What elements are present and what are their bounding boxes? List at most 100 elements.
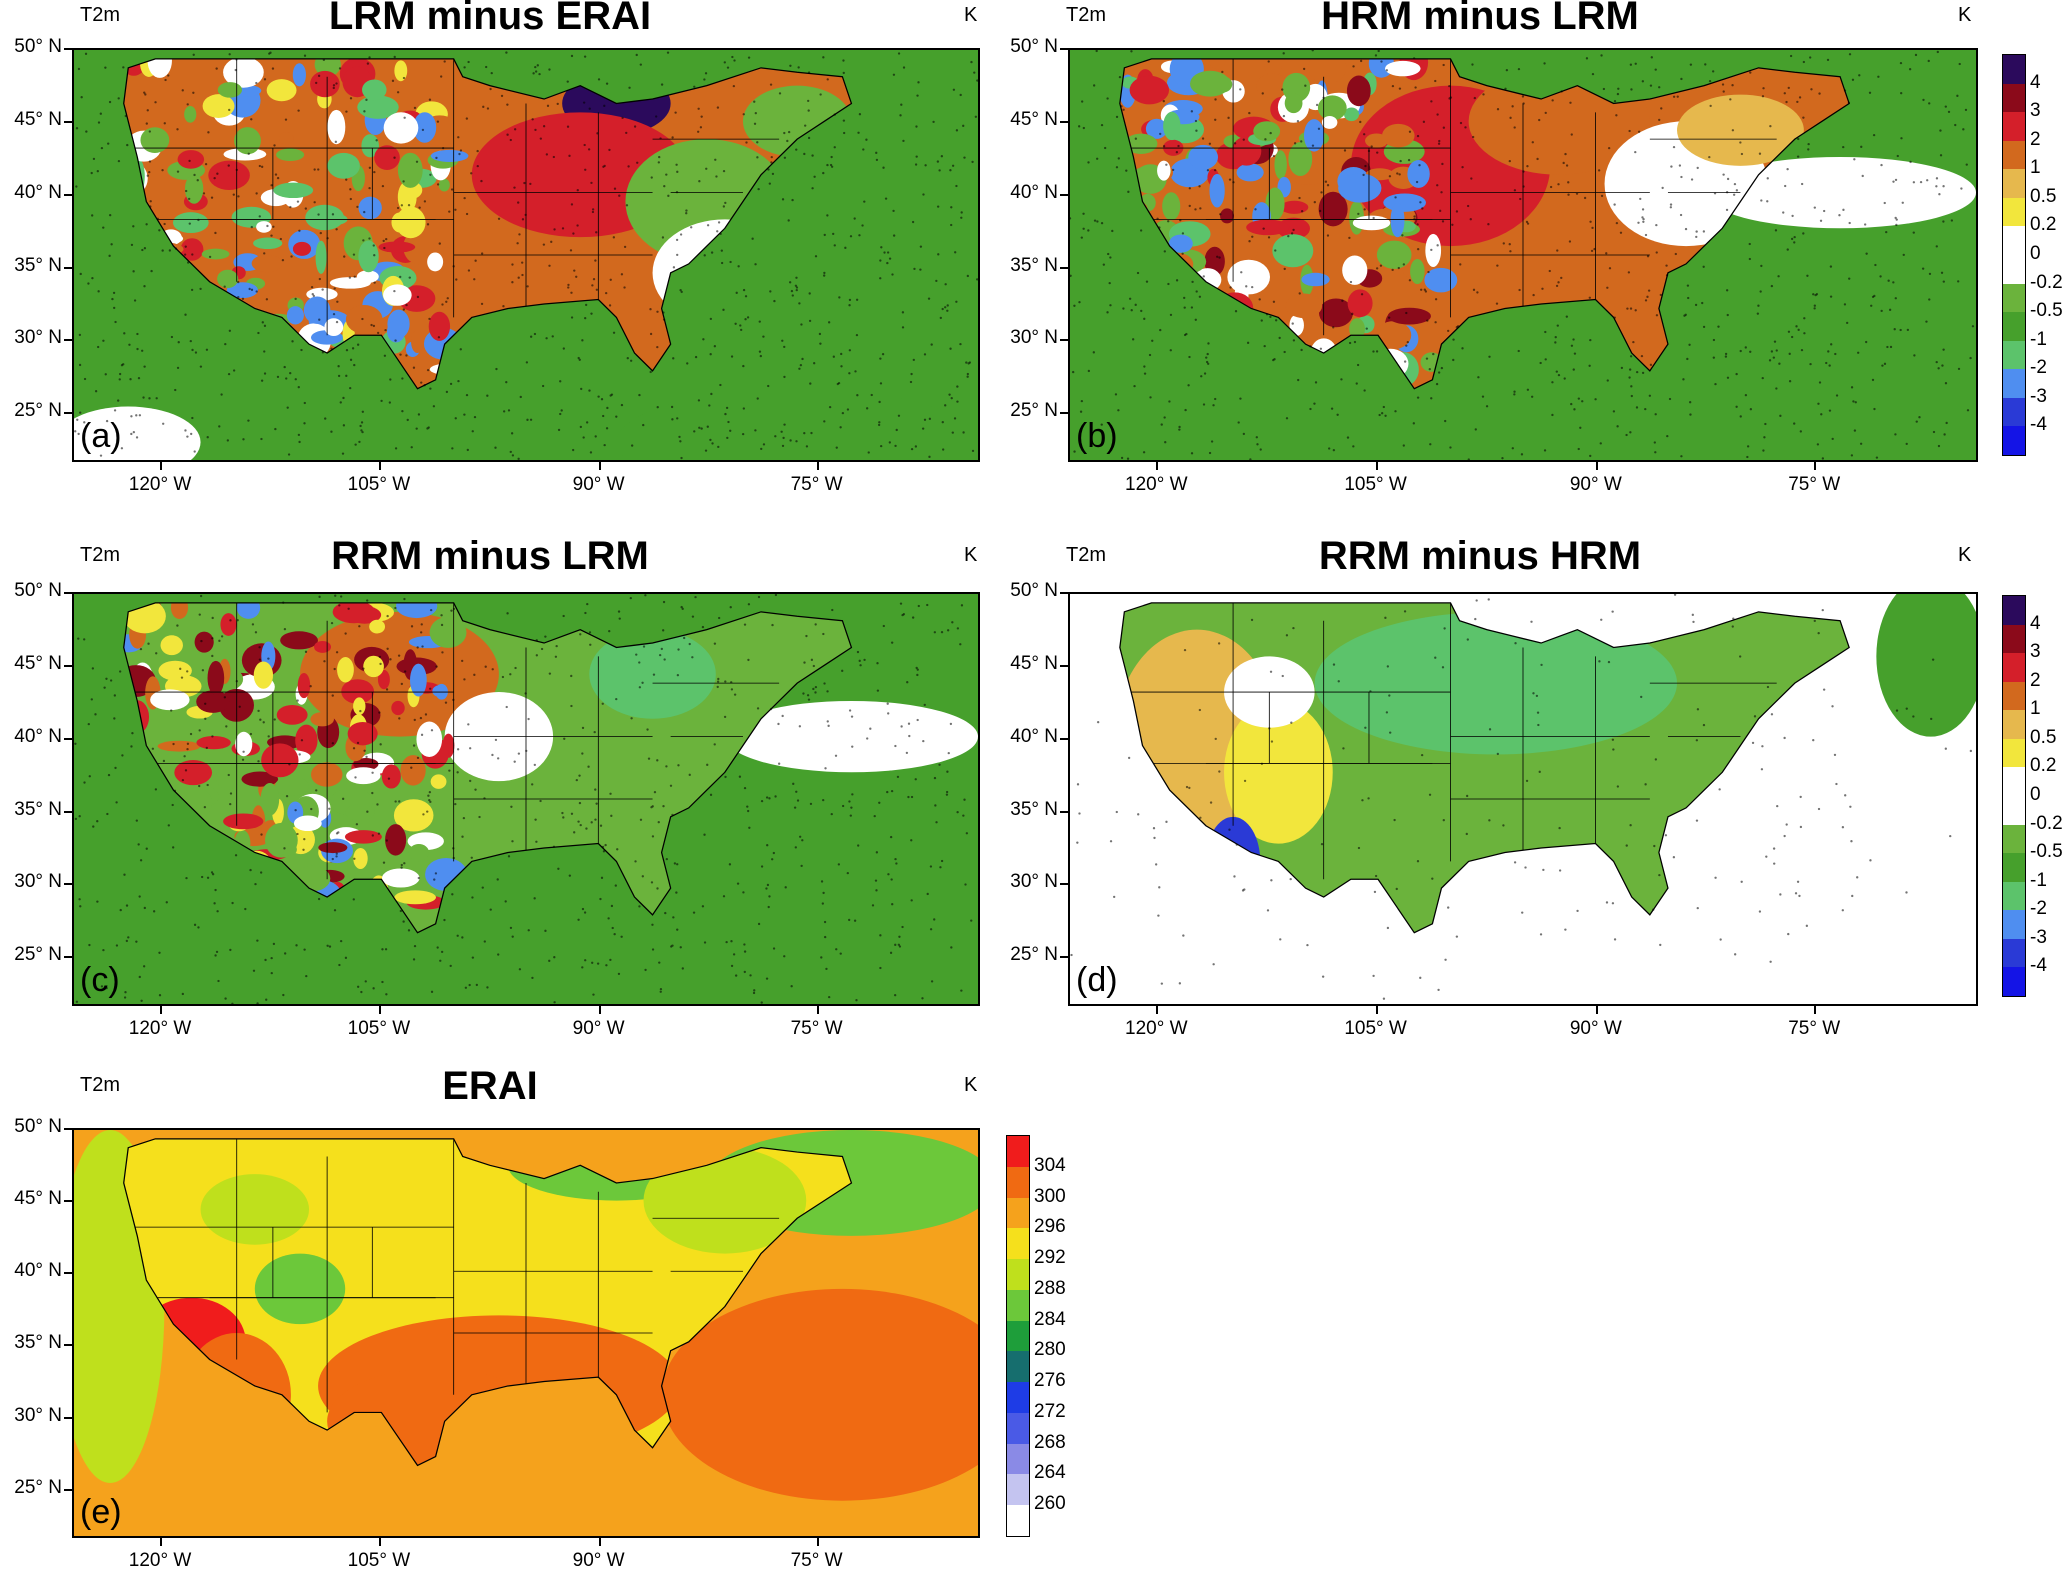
anomaly-cell — [1385, 60, 1421, 77]
anomaly-cell — [1365, 133, 1389, 148]
anomaly-cell — [201, 248, 230, 260]
significance-stipple — [1070, 594, 1973, 1000]
colorbar-label: 2 — [2030, 128, 2041, 150]
anomaly-cell — [1338, 173, 1382, 203]
latitude-tick — [1060, 737, 1068, 740]
colorbar-swatch — [2003, 340, 2025, 371]
latitude-tick — [64, 1416, 72, 1419]
anomaly-cell — [223, 813, 264, 830]
anomaly-cell — [397, 152, 423, 188]
latitude-tick — [64, 737, 72, 740]
longitude-tick-label: 120° W — [1125, 474, 1188, 495]
colorbar-label: 272 — [1034, 1400, 1066, 1422]
colorbar-swatch — [2003, 938, 2025, 969]
colorbar-swatch — [1007, 1320, 1029, 1353]
anomaly-cell — [1303, 119, 1325, 152]
colorbar-label: 300 — [1034, 1185, 1066, 1207]
latitude-tick — [64, 1272, 72, 1275]
longitude-tick — [598, 462, 601, 470]
anomaly-cell — [383, 284, 412, 306]
panel-d: T2m RRM minus HRM K (d) 50° N 45° N 40° N 3… — [1000, 534, 2067, 1039]
anomaly-cell — [356, 270, 379, 283]
anomaly-cell — [383, 112, 419, 144]
coastline — [1119, 602, 1850, 934]
latitude-tick-label: 45° N — [14, 1188, 62, 1210]
panel-letter: (e) — [80, 1493, 122, 1531]
unit-label: K — [1958, 544, 1972, 566]
variable-label: T2m — [1066, 4, 1106, 26]
anomaly-cell — [293, 815, 322, 832]
anomaly-cell — [280, 631, 318, 650]
state-borders — [1124, 58, 1777, 336]
colorbar-label: 4 — [2030, 71, 2041, 93]
colorbar-swatch — [1007, 1289, 1029, 1322]
anomaly-cell — [394, 60, 408, 82]
anomaly-cell — [345, 804, 375, 821]
longitude-tick — [1595, 462, 1598, 470]
anomaly-cell — [266, 79, 297, 102]
latitude-tick — [1060, 810, 1068, 813]
colorbar-label: 0 — [2030, 784, 2041, 805]
anomaly-cell — [234, 127, 261, 155]
anomaly-cell — [438, 178, 450, 192]
temperature-field — [74, 594, 978, 1004]
ocean-anomaly — [616, 388, 978, 460]
anomaly-cell — [327, 152, 360, 179]
longitude-tick-label: 90° W — [1569, 474, 1622, 495]
latitude-tick — [1060, 120, 1068, 123]
state-borders — [128, 58, 780, 336]
anomaly-cell — [276, 704, 308, 725]
colorbar-label: 288 — [1034, 1277, 1066, 1299]
colorbar-swatch — [2003, 112, 2025, 142]
colorbar-label: 280 — [1034, 1339, 1066, 1361]
anomaly-cell — [1129, 75, 1170, 105]
anomaly-cell — [1162, 192, 1181, 221]
anomaly-cell — [253, 661, 274, 689]
significance-stipple — [1070, 50, 1975, 460]
anomaly-region — [1314, 611, 1678, 755]
latitude-tick — [64, 592, 72, 594]
latitude-tick-label: 45° N — [14, 108, 62, 130]
anomaly-cell — [1264, 58, 1283, 78]
anomaly-cell — [432, 685, 447, 698]
longitude-tick-label: 105° W — [347, 1018, 411, 1039]
latitude-tick — [64, 1344, 72, 1347]
anomaly-cell — [430, 149, 469, 162]
latitude-tick — [64, 339, 72, 342]
anomaly-cell — [215, 764, 240, 790]
anomaly-cell — [347, 722, 378, 746]
latitude-tick-label: 50° N — [14, 1116, 62, 1137]
colorbar-swatch — [1007, 1228, 1029, 1261]
colorbar-label: -2 — [2030, 357, 2047, 379]
anomaly-cell — [362, 79, 387, 101]
anomaly-cell — [369, 619, 386, 634]
latitude-tick — [64, 48, 72, 50]
longitude-tick — [378, 462, 381, 470]
panel-letter: (d) — [1076, 961, 1118, 999]
colorbar-swatch — [2003, 681, 2025, 712]
colorbar-label: 268 — [1034, 1431, 1066, 1453]
anomaly-cell — [150, 689, 190, 711]
anomaly-cell — [353, 847, 368, 870]
anomaly-cell — [1288, 142, 1313, 177]
anomaly-cell — [1344, 107, 1360, 122]
anomaly-cell — [1145, 118, 1168, 139]
anomaly-cell — [1382, 123, 1415, 148]
longitude-tick — [816, 462, 819, 470]
anomaly-cell — [358, 196, 382, 220]
anomaly-cell — [177, 150, 205, 169]
anomaly-cell — [184, 173, 204, 204]
anomaly-region — [589, 629, 716, 719]
anomaly-cell — [1289, 314, 1304, 336]
longitude-tick — [816, 1006, 819, 1014]
anomaly-cell — [1352, 215, 1391, 231]
state-borders — [128, 602, 780, 880]
anomaly-cell — [1227, 259, 1271, 295]
anomaly-cell — [1424, 267, 1458, 293]
anomaly-region — [1677, 94, 1804, 166]
longitude-tick-label: 75° W — [790, 1018, 843, 1039]
latitude-tick-label: 30° N — [1010, 871, 1058, 893]
map-a: (a) — [72, 48, 980, 462]
anomaly-cell — [1375, 321, 1412, 350]
ocean-anomaly — [1704, 156, 1976, 229]
